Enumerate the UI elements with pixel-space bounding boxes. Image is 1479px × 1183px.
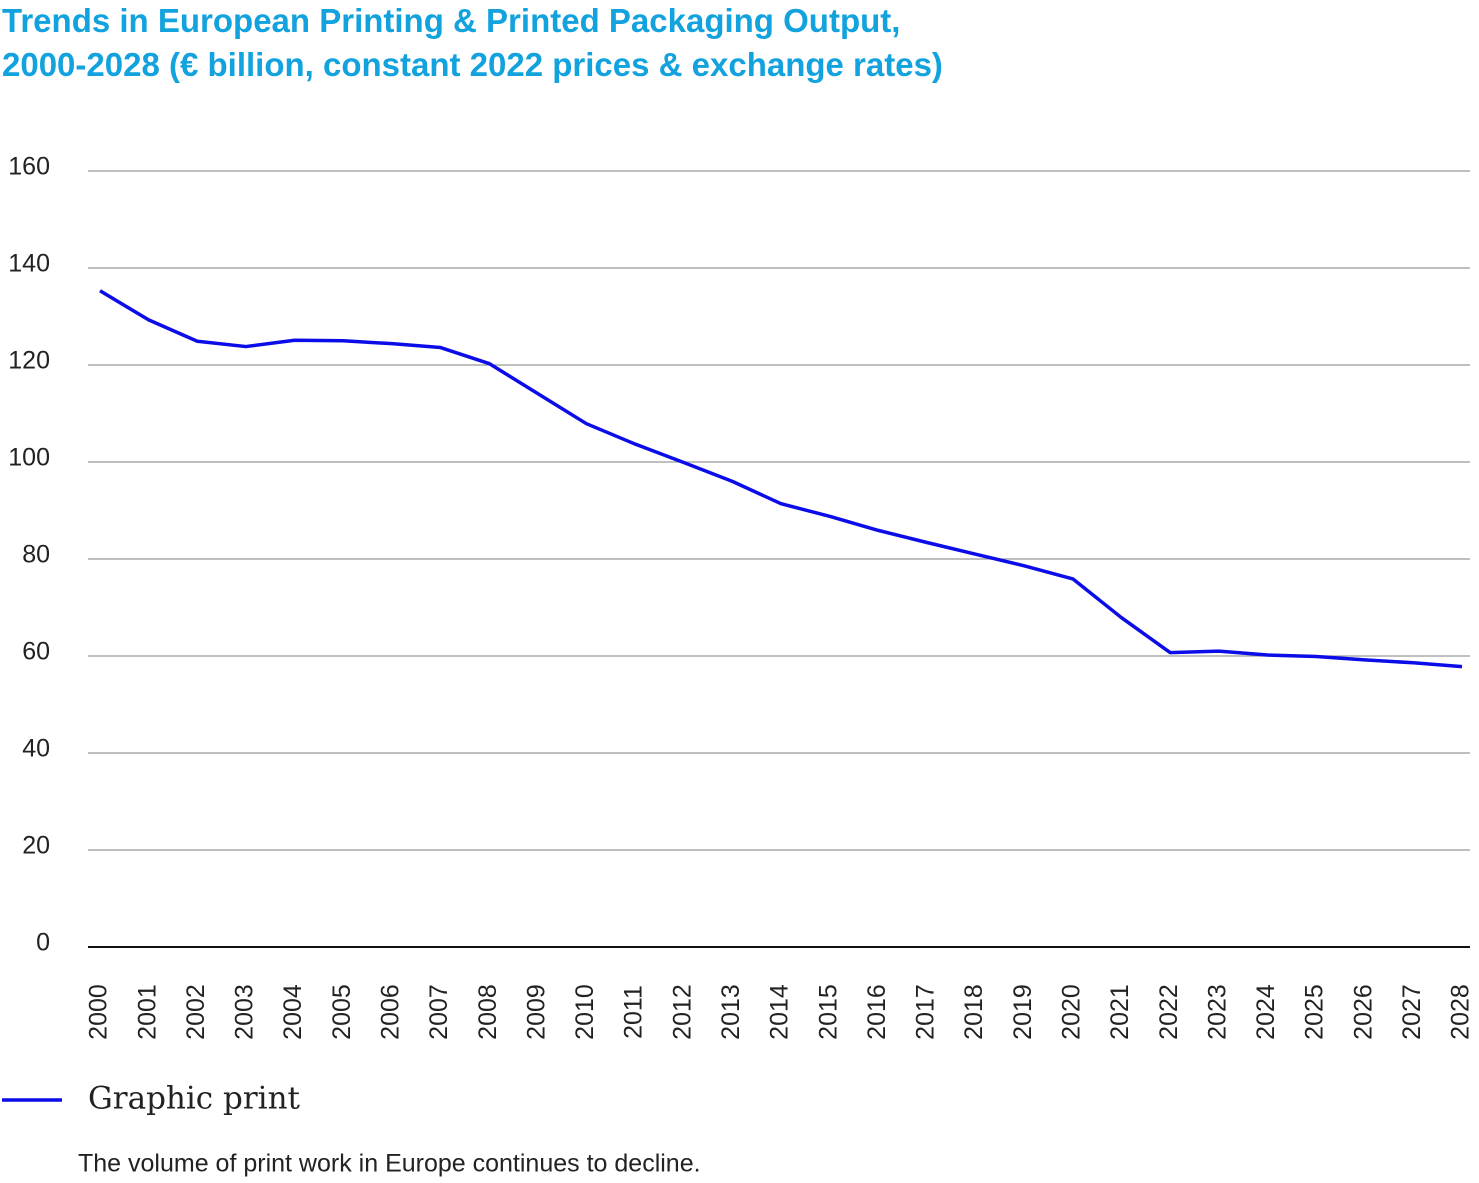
x-tick-label: 2019 <box>1009 984 1037 1040</box>
series-line <box>99 289 1463 669</box>
x-tick-label: 2027 <box>1398 984 1426 1040</box>
x-tick-label: 2014 <box>766 984 794 1040</box>
x-tick-label: 2000 <box>85 984 113 1040</box>
x-tick-label: 2026 <box>1349 984 1377 1040</box>
y-tick-label: 40 <box>22 735 50 763</box>
x-tick-label: 2028 <box>1447 984 1475 1040</box>
y-tick-label: 0 <box>36 929 50 957</box>
chart-title: Trends in European Printing & Printed Pa… <box>2 2 900 39</box>
x-tick-label: 2010 <box>571 984 599 1040</box>
x-tick-label: 2011 <box>620 985 648 1039</box>
y-tick-label: 60 <box>22 638 50 666</box>
y-tick-label: 120 <box>8 347 50 375</box>
x-tick-label: 2022 <box>1155 984 1183 1040</box>
x-tick-label: 2013 <box>717 984 745 1040</box>
x-tick-label: 2001 <box>133 984 161 1040</box>
x-tick-label: 2008 <box>474 984 502 1040</box>
x-tick-label: 2020 <box>1057 984 1085 1040</box>
x-tick-label: 2016 <box>863 984 891 1040</box>
x-tick-label: 2007 <box>425 984 453 1040</box>
x-tick-label: 2017 <box>912 984 940 1040</box>
x-tick-label: 2003 <box>231 984 259 1040</box>
x-tick-label: 2015 <box>814 984 842 1040</box>
y-tick-label: 160 <box>8 153 50 181</box>
x-tick-label: 2021 <box>1106 984 1134 1040</box>
x-tick-label: 2009 <box>522 984 550 1040</box>
caption: The volume of print work in Europe conti… <box>78 1150 701 1178</box>
x-tick-label: 2025 <box>1301 984 1329 1040</box>
x-tick-label: 2005 <box>328 984 356 1040</box>
y-tick-label: 100 <box>8 444 50 472</box>
y-tick-label: 20 <box>22 832 50 860</box>
x-tick-label: 2006 <box>376 984 404 1040</box>
chart-title: 2000-2028 (€ billion, constant 2022 pric… <box>2 46 943 83</box>
x-tick-label: 2023 <box>1203 984 1231 1040</box>
x-tick-label: 2024 <box>1252 984 1280 1040</box>
x-tick-label: 2012 <box>668 984 696 1040</box>
y-tick-label: 140 <box>8 250 50 278</box>
y-tick-label: 80 <box>22 541 50 569</box>
x-tick-label: 2004 <box>279 984 307 1040</box>
x-tick-label: 2018 <box>960 984 988 1040</box>
legend-label: Graphic print <box>88 1081 301 1117</box>
x-tick-label: 2002 <box>182 984 210 1040</box>
